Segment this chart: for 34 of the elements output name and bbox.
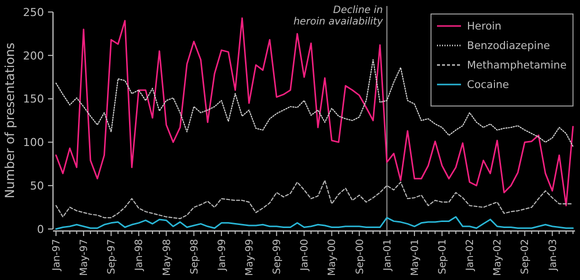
line-series: [55, 59, 574, 148]
x-tick-label: May-98: [162, 239, 173, 276]
legend-label: Methamphetamine: [467, 60, 567, 72]
x-tick-label: Jan-02: [465, 239, 476, 272]
x-tick-label: Sep-97: [106, 239, 118, 274]
x-tick-label: Jan-99: [216, 239, 228, 272]
legend-label: Heroin: [467, 20, 502, 33]
ref-line-label: Decline in heroin availability: [293, 5, 384, 28]
x-tick-label: May-01: [410, 239, 421, 276]
y-tick-label: 250: [23, 6, 44, 19]
legend-label: Cocaine: [467, 79, 509, 92]
x-tick-label: May-00: [327, 239, 338, 276]
y-tick-label: 100: [23, 136, 44, 150]
line-series: [55, 17, 574, 206]
x-tick-label: May-97: [79, 239, 90, 276]
x-tick-label: Jan-03: [548, 239, 559, 272]
x-tick-label: Jan-97: [52, 239, 62, 272]
x-tick-label: Sep-01: [438, 239, 449, 274]
x-tick-label: May-99: [244, 239, 256, 276]
y-tick-label: 200: [23, 49, 44, 62]
x-tick-label: Sep-02: [520, 239, 532, 274]
legend-label: Benzodiazepine: [467, 40, 550, 52]
x-tick-label: Jan-01: [382, 239, 394, 272]
x-tick-label: Sep-99: [272, 239, 284, 274]
x-tick-label: Jan-00: [300, 239, 311, 272]
y-tick-label: 50: [30, 179, 44, 192]
x-tick-label: Sep-00: [354, 239, 366, 274]
x-tick-label: Jan-98: [134, 239, 146, 272]
y-tick-label: 0: [37, 222, 44, 236]
y-axis-title: Number of presentations: [2, 42, 17, 198]
x-tick-label: Sep-98: [189, 239, 200, 274]
x-tick-label: May-02: [492, 239, 504, 276]
y-tick-label: 150: [23, 92, 44, 106]
line-series: [55, 180, 574, 220]
